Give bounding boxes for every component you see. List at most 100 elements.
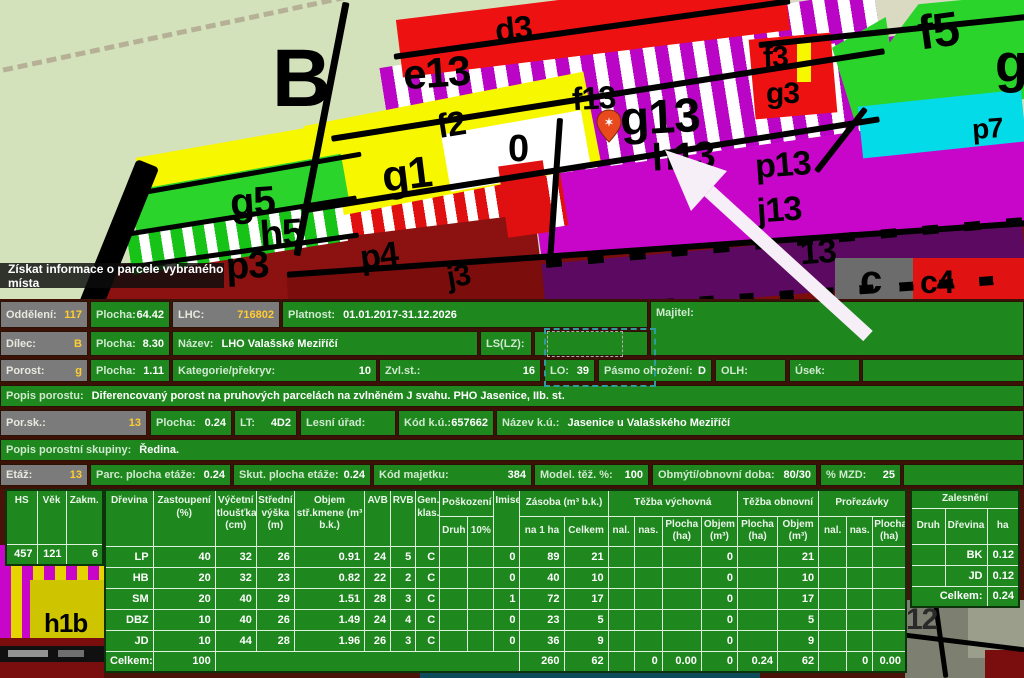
species-cell xyxy=(607,629,635,652)
map-label-0: 0 xyxy=(508,128,529,170)
field-kod-majetku: Kód majetku: 384 xyxy=(373,464,532,486)
map-label-p7: p7 xyxy=(970,111,1004,146)
zalesneni-cell: 0.12 xyxy=(986,564,1020,587)
field-plocha-oddeleni: Plocha: 64.42 xyxy=(90,301,170,328)
field-label: Obmýtí/obnovní doba: xyxy=(658,469,775,481)
species-cell: 22 xyxy=(364,566,392,589)
species-cell: 40 xyxy=(152,545,216,568)
species-cell: 10 xyxy=(152,608,216,631)
col-imise: Imise xyxy=(493,489,521,547)
species-cell xyxy=(467,587,495,610)
species-cell xyxy=(818,650,848,673)
species-cell xyxy=(846,587,874,610)
species-row: LP 40 32 26 0.91 24 5 C 0 89 21 0 21 xyxy=(104,545,907,568)
map-label-h1b: h1b xyxy=(44,608,88,638)
species-cell: 20 xyxy=(152,587,216,610)
species-cell: 10 xyxy=(777,566,820,589)
field-skut-plocha: Skut. plocha etáže: 0.24 xyxy=(233,464,371,486)
field-label: Úsek: xyxy=(795,364,825,377)
group-zalesneni: Zalesnění xyxy=(910,489,1020,509)
species-cell: DBZ xyxy=(104,608,154,631)
species-cell xyxy=(633,629,663,652)
hs-value: 457 xyxy=(5,543,38,566)
col-zakm: Zakm. xyxy=(65,489,104,545)
field-label: Oddělení: xyxy=(6,308,57,321)
species-cell: 0 xyxy=(493,545,521,568)
species-cell: 26 xyxy=(364,629,392,652)
field-label: Kategorie/překryv: xyxy=(178,364,276,377)
field-value: Ředina. xyxy=(139,444,180,456)
species-cell: 29 xyxy=(255,587,295,610)
field-kod-ku: Kód k.ú.: 657662 xyxy=(398,410,494,436)
map-label-p13: p13 xyxy=(753,144,812,186)
field-label: Parc. plocha etáže: xyxy=(96,469,196,481)
map-tooltip-text: Získat informace o parcele vybraného mís… xyxy=(8,261,224,290)
field-plocha-porsk: Plocha: 0.24 xyxy=(150,410,232,436)
map-label-g13: g13 xyxy=(618,88,702,147)
field-usek: Úsek: xyxy=(789,359,860,382)
field-value: 8.30 xyxy=(142,337,164,350)
map-bottom-teal-strip xyxy=(420,672,760,678)
col-celkem: Celkem xyxy=(563,515,609,547)
species-cell: 40 xyxy=(519,566,565,589)
field-value: 100 xyxy=(624,469,643,481)
species-cell: 40 xyxy=(214,608,257,631)
species-cell: 24 xyxy=(364,608,392,631)
col-objem-v: Objem (m³) xyxy=(700,515,738,547)
field-label: Porost: xyxy=(6,364,45,377)
species-cell xyxy=(872,608,907,631)
species-cell xyxy=(607,650,635,673)
species-cell: 0 xyxy=(700,587,738,610)
map-label-g1: g1 xyxy=(379,147,435,202)
col-objem-kmene: Objem stř.kmene (m³ b.k.) xyxy=(293,489,366,547)
field-empty xyxy=(903,464,1024,486)
stand-summary-row: 457 121 6 xyxy=(5,543,104,566)
map-label-13: 13 xyxy=(798,231,838,273)
species-cell: 0 xyxy=(493,629,521,652)
species-row: DBZ 10 40 26 1.49 24 4 C 0 23 5 0 5 xyxy=(104,608,907,631)
species-cell xyxy=(818,545,848,568)
map-label-p3: p3 xyxy=(224,243,270,289)
field-lhc: LHC: 716802 xyxy=(172,301,280,328)
species-cell: 5 xyxy=(563,608,609,631)
species-cell xyxy=(818,608,848,631)
field-value: LHO Valašské Meziříčí xyxy=(221,337,338,350)
field-platnost: Platnost: 01.01.2017-31.12.2026 xyxy=(282,301,648,328)
map-label-f3: f3 xyxy=(762,40,789,75)
col-plocha-p: Plocha (ha) xyxy=(872,515,907,547)
species-row: HB 20 32 23 0.82 22 2 C 0 40 10 0 10 xyxy=(104,566,907,589)
field-value: 0.24 xyxy=(343,469,365,481)
zalesneni-total-value: 0.24 xyxy=(986,585,1020,608)
map-label-b: B xyxy=(272,33,331,124)
map-label-f2: f2 xyxy=(434,104,468,146)
col-vek: Věk xyxy=(36,489,67,545)
map-bottom-yellow xyxy=(30,580,104,646)
field-kategorie: Kategorie/překryv: 10 xyxy=(172,359,377,382)
vek-value: 121 xyxy=(36,543,67,566)
species-cell: Celkem: xyxy=(104,650,154,673)
field-label: Majitel: xyxy=(656,307,694,319)
field-value: g xyxy=(75,364,82,377)
species-table: Dřevina Zastoupení (%) Výčetní tloušťka … xyxy=(104,489,907,673)
field-label: LO: xyxy=(550,364,569,377)
species-cell: 24 xyxy=(364,545,392,568)
species-cell xyxy=(736,566,779,589)
col-objem-o: Objem (m³) xyxy=(777,515,820,547)
field-label: Por.sk.: xyxy=(6,417,46,429)
col-gen-klas: Gen. klas. xyxy=(415,489,441,547)
species-cell xyxy=(661,566,702,589)
map-label-g-right: g xyxy=(995,34,1024,94)
field-value: 1.11 xyxy=(143,364,164,377)
zalesneni-row: BK 0.12 xyxy=(910,543,1020,566)
field-label: Skut. plocha etáže: xyxy=(239,469,339,481)
field-model-tez: Model. těž. %: 100 xyxy=(534,464,649,486)
stand-summary-table: HS Věk Zakm. 457 121 6 xyxy=(5,489,104,566)
species-cell: 20 xyxy=(152,566,216,589)
map-label-h13: h13 xyxy=(650,134,716,180)
map-label-e13: e13 xyxy=(401,46,472,99)
species-cell: 0 xyxy=(700,650,738,673)
field-lt: LT: 4D2 xyxy=(234,410,297,436)
species-cell: 28 xyxy=(364,587,392,610)
species-cell: 1.49 xyxy=(293,608,366,631)
zalesneni-cell xyxy=(910,543,946,566)
